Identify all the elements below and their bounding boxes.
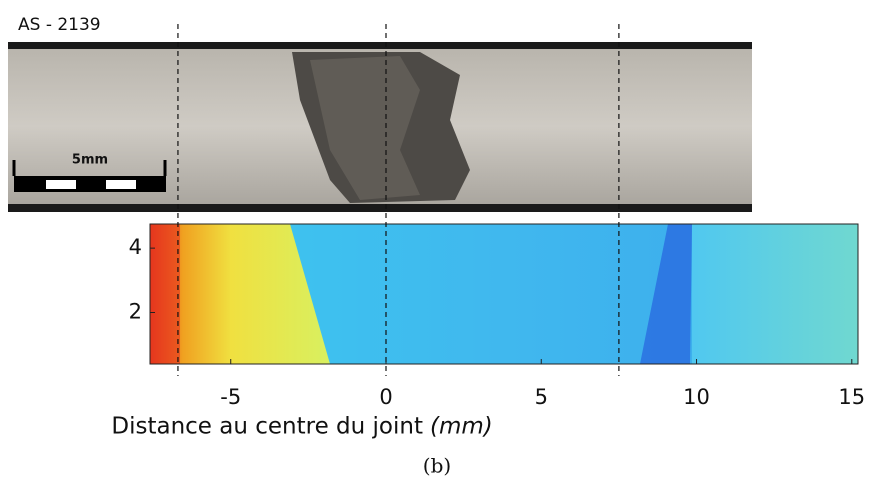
x-axis-label: Distance au centre du joint: [111, 414, 423, 440]
x-tick-label: 5: [535, 385, 548, 409]
y-tick-label: 4: [129, 235, 142, 259]
scale-bar-label: 5mm: [72, 153, 108, 168]
x-tick-label: 15: [838, 385, 865, 409]
micrograph: [8, 42, 752, 212]
x-tick-label: -5: [220, 385, 241, 409]
y-tick-label: 2: [129, 300, 142, 324]
caption: (b): [423, 454, 451, 478]
x-axis-unit: (mm): [430, 414, 493, 440]
heatmap: [149, 223, 859, 365]
title: AS - 2139: [18, 15, 101, 35]
x-tick-label: 0: [379, 385, 392, 409]
x-tick-label: 10: [683, 385, 710, 409]
